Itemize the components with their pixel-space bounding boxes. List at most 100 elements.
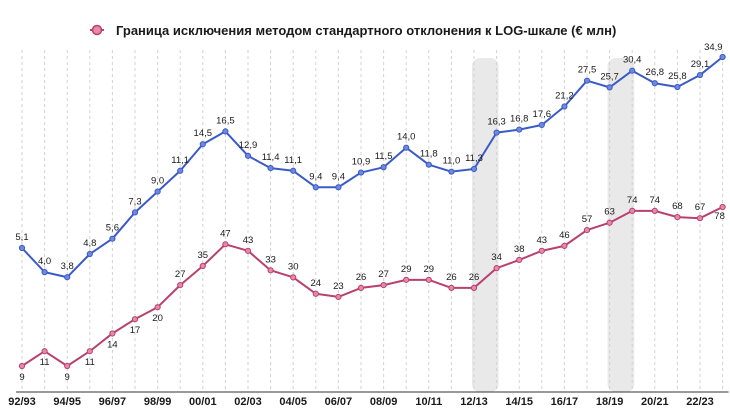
data-point xyxy=(64,362,71,370)
data-label: 63 xyxy=(604,207,615,218)
x-tick-label: 94/95 xyxy=(53,396,81,408)
data-point xyxy=(696,71,704,79)
data-label: 3,8 xyxy=(61,261,74,272)
data-label: 17 xyxy=(130,325,141,336)
data-point xyxy=(335,293,342,301)
data-label: 9,4 xyxy=(332,171,345,182)
data-label: 25,8 xyxy=(668,71,687,82)
data-label: 34 xyxy=(491,252,502,263)
data-point xyxy=(516,256,523,264)
data-point xyxy=(131,316,139,323)
data-label: 16,3 xyxy=(487,117,506,128)
series-line xyxy=(21,206,724,367)
data-point xyxy=(470,165,478,173)
data-point xyxy=(199,262,206,270)
data-label: 78 xyxy=(714,211,725,222)
data-point xyxy=(583,226,591,234)
data-label: 11,1 xyxy=(284,155,302,166)
data-point xyxy=(561,103,568,110)
data-point xyxy=(425,276,432,283)
gridlines xyxy=(21,50,724,392)
x-tick-label: 92/93 xyxy=(8,396,36,408)
x-tick-label: 02/03 xyxy=(234,396,262,408)
legend: Граница исключения методом стандартного … xyxy=(90,23,616,38)
data-label: 12,9 xyxy=(239,140,258,151)
data-label: 14,5 xyxy=(194,128,213,139)
data-label: 30,4 xyxy=(623,55,642,66)
data-point xyxy=(86,348,93,355)
data-point xyxy=(561,242,568,249)
data-point xyxy=(18,244,26,252)
data-point xyxy=(629,67,636,74)
data-label: 10,9 xyxy=(352,157,371,168)
data-point xyxy=(335,184,342,191)
data-point xyxy=(177,282,184,289)
data-label: 14 xyxy=(107,339,118,350)
data-point xyxy=(267,165,274,172)
data-label: 29 xyxy=(401,264,412,275)
data-point xyxy=(41,269,48,276)
data-point xyxy=(86,250,93,258)
data-label: 16,8 xyxy=(510,114,529,125)
data-label: 11,1 xyxy=(171,155,189,166)
data-label: 14,0 xyxy=(397,132,416,143)
data-point xyxy=(403,144,410,151)
data-label: 9 xyxy=(19,372,24,383)
data-label: 26 xyxy=(446,272,457,283)
x-tick-label: 14/15 xyxy=(505,396,533,408)
x-tick-label: 04/05 xyxy=(279,396,307,408)
data-label: 26 xyxy=(356,272,367,283)
data-label: 11 xyxy=(40,357,50,368)
x-tick-label: 22/23 xyxy=(686,396,714,408)
data-point xyxy=(199,141,206,148)
data-label: 11 xyxy=(85,357,95,368)
data-label: 21,2 xyxy=(555,91,574,102)
x-tick-label: 98/99 xyxy=(144,396,172,408)
data-point xyxy=(290,274,297,281)
data-point xyxy=(244,247,252,254)
data-point xyxy=(177,167,184,174)
x-tick-label: 08/09 xyxy=(370,396,398,408)
series-pink: 9 11 9 11 14 17 20 27 35 47 43 33 30 24 23 26 27 29 29 26 26… xyxy=(18,195,726,383)
data-point xyxy=(425,161,432,168)
data-label: 38 xyxy=(514,244,525,255)
data-point xyxy=(448,168,455,175)
data-point xyxy=(109,235,116,242)
data-point xyxy=(41,348,48,355)
data-label: 26 xyxy=(469,272,480,283)
data-label: 16,5 xyxy=(216,115,235,126)
data-label: 74 xyxy=(650,195,661,206)
data-point xyxy=(357,169,365,176)
x-tick-label: 06/07 xyxy=(325,396,353,408)
data-label: 30 xyxy=(288,261,299,272)
data-point xyxy=(493,129,500,136)
highlight-band-1 xyxy=(607,58,635,392)
data-label: 46 xyxy=(559,230,570,241)
data-label: 25,7 xyxy=(600,71,619,82)
data-label: 11,0 xyxy=(443,156,461,167)
data-label: 29,1 xyxy=(691,59,710,70)
data-label: 4,8 xyxy=(83,238,96,249)
data-point xyxy=(516,126,523,133)
data-point xyxy=(674,83,681,91)
data-point xyxy=(696,215,704,222)
data-point xyxy=(403,276,410,283)
x-axis-ticks: 92/93 94/95 96/97 98/99 00/01 02/03 04/05 06/07… xyxy=(8,396,714,408)
legend-marker xyxy=(91,24,103,36)
x-tick-label: 00/01 xyxy=(189,396,217,408)
data-point xyxy=(222,241,229,248)
data-label: 17,6 xyxy=(533,109,552,120)
data-label: 5,6 xyxy=(106,223,119,234)
data-point xyxy=(538,121,545,129)
data-label: 43 xyxy=(537,235,548,246)
data-point xyxy=(493,265,500,272)
data-point xyxy=(380,282,387,289)
data-label: 26,8 xyxy=(646,67,665,78)
series-blue: 5,1 4,0 3,8 4,8 5,6 7,3 9,0 11,1 14,516,5 12,9 11,… xyxy=(15,42,726,281)
data-label: 68 xyxy=(672,201,683,212)
data-point xyxy=(583,77,591,84)
data-point xyxy=(357,284,365,291)
data-label: 5,1 xyxy=(15,232,28,243)
legend-label: Граница исключения методом стандартного … xyxy=(116,23,616,38)
data-label: 9,4 xyxy=(309,171,322,182)
